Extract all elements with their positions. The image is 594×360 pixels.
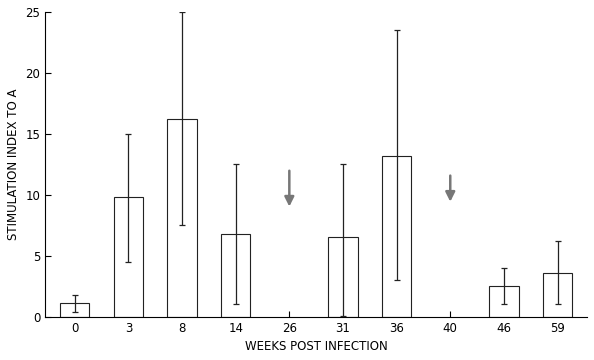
Bar — [489, 286, 519, 317]
Bar — [60, 303, 90, 317]
Bar — [328, 237, 358, 317]
X-axis label: WEEKS POST INFECTION: WEEKS POST INFECTION — [245, 340, 387, 353]
Bar — [543, 273, 572, 317]
Bar — [168, 119, 197, 317]
Bar — [382, 156, 412, 317]
Bar — [221, 234, 251, 317]
Bar — [113, 197, 143, 317]
Y-axis label: STIMULATION INDEX TO A: STIMULATION INDEX TO A — [7, 89, 20, 240]
